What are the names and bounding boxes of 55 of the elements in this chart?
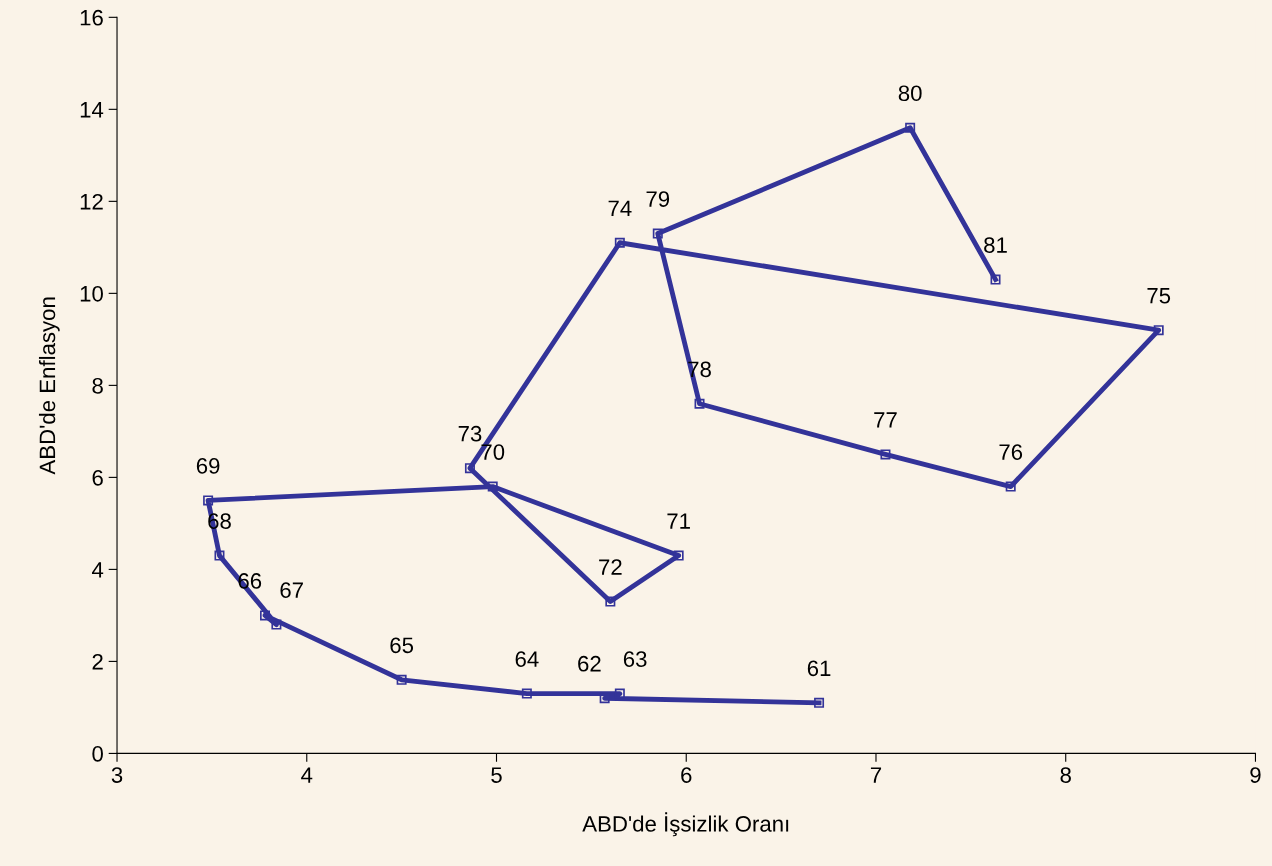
point bbox=[271, 619, 282, 630]
annotation: 75 bbox=[1147, 288, 1171, 304]
x-tick-label: 8 bbox=[1060, 767, 1071, 783]
point bbox=[652, 228, 663, 239]
annotation: 74 bbox=[608, 200, 632, 216]
y-tick-label: 8 bbox=[92, 377, 103, 394]
point bbox=[694, 398, 705, 409]
point bbox=[487, 481, 498, 492]
y-tick-label: 14 bbox=[80, 102, 104, 118]
point bbox=[214, 550, 225, 561]
point bbox=[521, 688, 532, 699]
x-tick-label: 7 bbox=[870, 767, 882, 783]
annotation: 67 bbox=[280, 582, 303, 598]
point bbox=[905, 122, 916, 133]
annotation: 73 bbox=[458, 425, 482, 442]
point bbox=[605, 596, 616, 607]
annotation: 61 bbox=[807, 660, 831, 677]
annotation: 64 bbox=[515, 651, 539, 667]
annotation: 79 bbox=[646, 191, 670, 207]
point bbox=[1153, 325, 1164, 336]
y-tick-label: 0 bbox=[92, 745, 103, 762]
y-tick-label: 10 bbox=[80, 285, 103, 302]
point bbox=[1005, 481, 1016, 492]
point bbox=[614, 237, 625, 248]
x-tick-label: 3 bbox=[111, 767, 123, 783]
y-tick-label: 6 bbox=[92, 469, 103, 486]
annotation: 77 bbox=[874, 412, 897, 428]
point bbox=[260, 610, 271, 621]
annotation: 71 bbox=[667, 513, 690, 529]
annotation: 62 bbox=[578, 655, 601, 672]
annotation: 69 bbox=[196, 458, 220, 474]
y-tick-label: 12 bbox=[80, 193, 103, 210]
y-tick-label: 16 bbox=[80, 9, 103, 26]
annotation: 70 bbox=[481, 444, 505, 460]
point bbox=[203, 495, 214, 506]
x-tick-label: 9 bbox=[1250, 767, 1261, 783]
x-tick-label: 6 bbox=[681, 767, 692, 783]
point bbox=[990, 274, 1001, 285]
y-tick-label: 4 bbox=[91, 562, 104, 578]
point bbox=[673, 550, 684, 561]
point bbox=[880, 449, 891, 460]
annotation: 63 bbox=[623, 651, 647, 667]
y-tick-label: 2 bbox=[92, 653, 103, 670]
point bbox=[464, 463, 475, 474]
point bbox=[814, 697, 825, 708]
x-tick-label: 4 bbox=[301, 767, 313, 783]
annotation: 72 bbox=[599, 559, 622, 575]
annotation: 65 bbox=[390, 637, 414, 654]
annotation: 76 bbox=[999, 444, 1023, 460]
annotation: 81 bbox=[984, 237, 1007, 253]
y-axis-title: ABD'de Enflasyon bbox=[38, 297, 60, 475]
x-axis-title: ABD'de İşsizlik Oranı bbox=[582, 812, 789, 837]
annotation: 80 bbox=[898, 85, 922, 102]
point bbox=[396, 674, 407, 685]
x-tick-label: 5 bbox=[491, 767, 502, 783]
